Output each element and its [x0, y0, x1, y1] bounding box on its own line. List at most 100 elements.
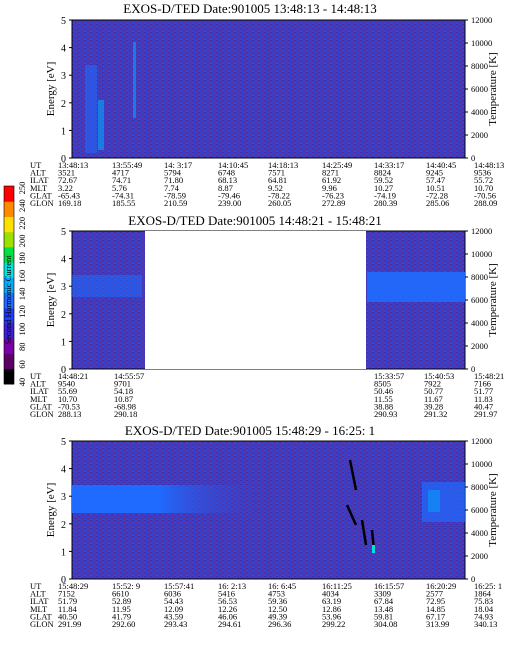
ephemeris-value: 51.77 — [474, 386, 493, 396]
ephemeris-value: 15:57:41 — [164, 581, 194, 591]
ephemeris-value: 3521 — [58, 168, 75, 178]
ephemeris-value: 46.06 — [218, 611, 237, 621]
panel-1-y2-label: Temperature [K] — [487, 52, 499, 125]
ephemeris-value: 43.59 — [164, 611, 183, 621]
ephemeris-value: 288.13 — [58, 409, 81, 419]
panel-1-title: EXOS-D/TED Date:901005 13:48:13 - 14:48:… — [123, 1, 376, 16]
ephemeris-value: 59.81 — [374, 611, 393, 621]
panel-2-title: EXOS-D/TED Date:901005 14:48:21 - 15:48:… — [128, 213, 381, 228]
ephemeris-value: 2577 — [426, 589, 443, 599]
ephemeris-value: 9.52 — [268, 183, 283, 193]
panel-3-y2-label: Temperature [K] — [487, 473, 499, 546]
ephemeris-value: -76.23 — [322, 190, 344, 200]
ephemeris-value: 11.83 — [474, 394, 493, 404]
y-tick-label: 5 — [61, 16, 66, 27]
ephemeris-value: 13.48 — [374, 604, 393, 614]
ephemeris-value: 14: 3:17 — [164, 160, 192, 170]
ephemeris-value: 56.53 — [218, 596, 237, 606]
ephemeris-row-label: GLON — [30, 198, 54, 208]
ephemeris-value: 8505 — [374, 379, 391, 389]
ephemeris-value: 9245 — [426, 168, 443, 178]
y2-tick-label: 12000 — [471, 226, 492, 236]
y-tick-label: 4 — [61, 44, 66, 55]
ephemeris-value: 8824 — [374, 168, 392, 178]
ephemeris-row-label: ILAT — [30, 596, 49, 606]
ephemeris-value: 16:11:25 — [322, 581, 352, 591]
ephemeris-value: 39.28 — [424, 401, 443, 411]
ephemeris-value: 57.47 — [426, 175, 445, 185]
y-tick-label: 1 — [61, 337, 66, 348]
ephemeris-value: 185.55 — [112, 198, 135, 208]
ephemeris-value: 7.74 — [164, 183, 180, 193]
panel-3-ephemeris: UTALTILATMLTGLATGLON15:48:29715251.7911.… — [30, 581, 502, 629]
ephemeris-value: 53.96 — [322, 611, 341, 621]
ephemeris-value: 293.43 — [164, 619, 187, 629]
colorbar — [3, 185, 15, 385]
ephemeris-value: 54.43 — [164, 596, 183, 606]
y2-tick-label: 6000 — [471, 295, 488, 305]
ephemeris-row-label: ILAT — [30, 386, 49, 396]
y2-tick-label: 0 — [471, 364, 475, 374]
ephemeris-value: 40.47 — [474, 401, 493, 411]
ephemeris-value: 18.04 — [474, 604, 494, 614]
ephemeris-value: 15:48:21 — [474, 371, 504, 381]
ephemeris-row-label: GLAT — [30, 190, 53, 200]
panel-3: EXOS-D/TED Date:901005 15:48:29 - 16:25:… — [30, 423, 502, 629]
y2-tick-label: 6000 — [471, 505, 488, 515]
panel-3-y-label: Energy [eV] — [45, 483, 57, 537]
ephemeris-value: 55.69 — [58, 386, 77, 396]
ephemeris-value: 14.85 — [426, 604, 445, 614]
ephemeris-value: 64.81 — [268, 175, 287, 185]
ephemeris-value: 169.18 — [58, 198, 81, 208]
y2-tick-label: 8000 — [471, 61, 488, 71]
ephemeris-value: 290.18 — [114, 409, 137, 419]
y-tick-label: 1 — [61, 126, 66, 137]
panel-3-cyan-spot — [372, 545, 375, 553]
ephemeris-value: 72.95 — [426, 596, 445, 606]
colorbar-segment — [4, 186, 14, 202]
ephemeris-value: 67.84 — [374, 596, 394, 606]
ephemeris-value: 6748 — [218, 168, 235, 178]
ephemeris-value: 7571 — [268, 168, 285, 178]
ephemeris-value: 4717 — [112, 168, 129, 178]
colorbar-tick-label: 140 — [17, 287, 27, 300]
ephemeris-value: 7152 — [58, 589, 75, 599]
ephemeris-value: 10.51 — [426, 183, 445, 193]
panel-1: EXOS-D/TED Date:901005 13:48:13 - 14:48:… — [30, 1, 504, 208]
ephemeris-value: 239.00 — [218, 198, 241, 208]
panel-1-y-label: Energy [eV] — [45, 62, 57, 116]
y-tick-label: 0 — [61, 154, 66, 165]
ephemeris-value: 71.80 — [164, 175, 183, 185]
y-tick-label: 4 — [61, 255, 66, 266]
panel-2-y2-label: Temperature [K] — [487, 263, 499, 336]
panel-1-y-axis: 0 1 2 3 4 5 — [61, 16, 72, 165]
ephemeris-value: 51.79 — [58, 596, 77, 606]
ephemeris-row-label: GLON — [30, 619, 54, 629]
ephemeris-value: 9.96 — [322, 183, 337, 193]
panel-2-band-left — [72, 275, 142, 297]
ephemeris-value: 74.71 — [112, 175, 131, 185]
colorbar-tick-label: 240 — [17, 199, 27, 212]
panel-2-y2-axis: 0 2000 4000 6000 8000 10000 12000 — [465, 226, 492, 374]
panel-2: EXOS-D/TED Date:901005 14:48:21 - 15:48:… — [30, 213, 504, 419]
y2-tick-label: 2000 — [471, 551, 488, 561]
colorbar-tick-label: 250 — [17, 182, 27, 195]
ephemeris-value: 12.09 — [164, 604, 183, 614]
colorbar-segment — [4, 231, 14, 248]
ephemeris-value: -78.22 — [268, 190, 290, 200]
ephemeris-value: 61.92 — [322, 175, 341, 185]
panel-2-y-label: Energy [eV] — [45, 273, 57, 327]
ephemeris-value: 285.06 — [426, 198, 449, 208]
ephemeris-value: -65.43 — [58, 190, 80, 200]
ephemeris-value: -72.28 — [426, 190, 448, 200]
y2-tick-label: 4000 — [471, 107, 488, 117]
ephemeris-row-label: MLT — [30, 394, 48, 404]
ephemeris-value: 75.83 — [474, 596, 493, 606]
ephemeris-value: 5.76 — [112, 183, 127, 193]
ephemeris-value: 5416 — [218, 589, 235, 599]
ephemeris-value: 13:55:49 — [112, 160, 142, 170]
ephemeris-value: 11.67 — [424, 394, 443, 404]
ephemeris-row-label: GLON — [30, 409, 54, 419]
